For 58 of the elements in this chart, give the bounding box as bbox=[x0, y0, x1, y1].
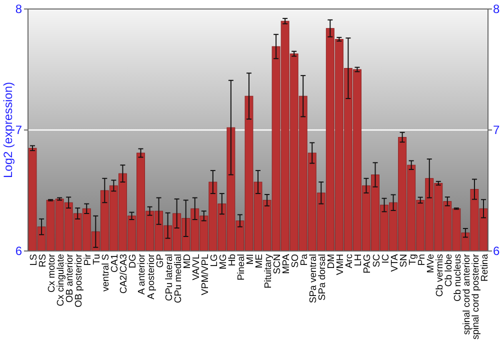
x-tick-label: MG bbox=[218, 254, 229, 270]
x-tick-label: DM bbox=[326, 254, 338, 269]
x-tick-label: Arc bbox=[344, 254, 356, 268]
y-tick-label: 6 bbox=[15, 244, 22, 258]
x-tick-label: SC bbox=[371, 254, 382, 268]
x-tick-label: Pa bbox=[299, 253, 310, 266]
y-tick-label: 8 bbox=[15, 2, 22, 16]
x-tick-label: CPu medial bbox=[172, 254, 184, 304]
x-tick-label: SPa ventral bbox=[308, 254, 320, 304]
x-tick-label: ME bbox=[254, 254, 265, 268]
x-tick-label: SPa dorsal bbox=[317, 254, 328, 300]
x-tick-label: IC bbox=[380, 254, 392, 264]
x-tick-label: SN bbox=[398, 254, 410, 268]
x-tick-label: SCN bbox=[272, 254, 284, 274]
x-tick-label: Tu bbox=[92, 254, 103, 265]
x-tick-label: CPu lateral bbox=[164, 254, 175, 301]
x-tick-label: Cx cingulate bbox=[56, 254, 67, 306]
x-tick-label: Cb vermis bbox=[434, 254, 446, 297]
x-tick-label: ventral S bbox=[100, 254, 112, 292]
x-tick-label: Retina bbox=[479, 253, 490, 282]
x-tick-label: LS bbox=[28, 254, 40, 266]
x-tick-label: SO bbox=[290, 254, 302, 268]
y2-tick-label: 8 bbox=[493, 2, 500, 16]
x-tick-label: DG bbox=[128, 254, 139, 268]
x-tick-label: Cb lobe bbox=[443, 254, 454, 287]
y2-tick-label: 6 bbox=[493, 244, 500, 258]
x-tick-label: Tg bbox=[407, 254, 418, 266]
y-axis-title: Log2 (expression) bbox=[1, 82, 15, 178]
x-tick-label: Pineal bbox=[236, 254, 247, 280]
x-tick-label: A anterior bbox=[136, 254, 148, 295]
x-tick-label: VPM/VPL bbox=[200, 254, 211, 296]
x-tick-label: Hb bbox=[226, 254, 238, 266]
x-tick-label: spinal cord anterior bbox=[461, 254, 472, 335]
x-tick-label: MI bbox=[244, 254, 256, 265]
y-tick-label: 7 bbox=[15, 123, 22, 138]
x-tick-label: Cx motor bbox=[46, 254, 58, 293]
y2-tick-label: 7 bbox=[493, 123, 500, 138]
x-tick-label: GP bbox=[154, 254, 166, 268]
x-tick-label: VA/VL bbox=[190, 254, 202, 280]
x-tick-label: OB anterior bbox=[64, 254, 76, 303]
x-tick-label: OB posterior bbox=[74, 254, 85, 308]
x-tick-label: Pir bbox=[82, 254, 94, 266]
x-tick-label: LG bbox=[208, 254, 220, 267]
x-tick-label: PAG bbox=[362, 254, 374, 274]
x-tick-label: Pn bbox=[416, 254, 428, 266]
x-tick-label: LH bbox=[353, 254, 364, 266]
x-tick-label: MD bbox=[182, 254, 193, 269]
x-tick-label: Pituitary bbox=[263, 254, 274, 288]
x-tick-label: CA1 bbox=[110, 254, 121, 272]
x-tick-label: spinal cord posterior bbox=[470, 254, 482, 340]
x-tick-label: VTA bbox=[389, 253, 400, 272]
x-tick-label: CA2/CA3 bbox=[118, 254, 130, 294]
x-tick-label: VMH bbox=[335, 254, 346, 276]
x-tick-label: RS bbox=[38, 254, 49, 268]
x-tick-label: A posterior bbox=[146, 254, 157, 300]
x-tick-label: Cb nucleus bbox=[452, 254, 464, 302]
x-tick-label: MPA bbox=[281, 253, 292, 274]
x-tick-label: MVe bbox=[425, 254, 436, 274]
